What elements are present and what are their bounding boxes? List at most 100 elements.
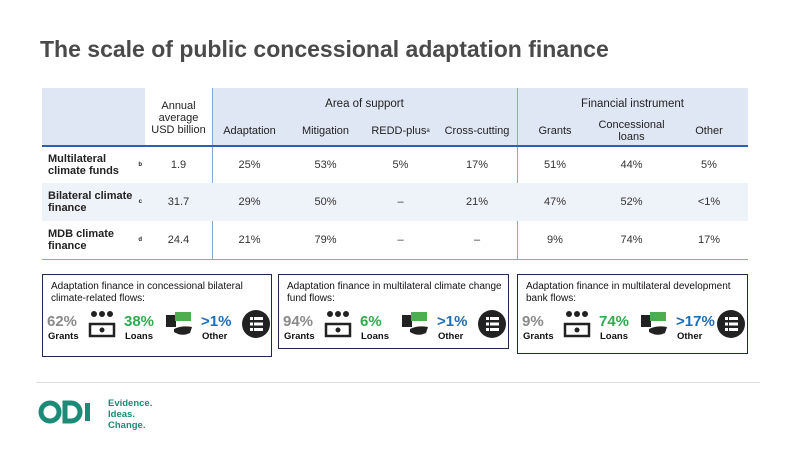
item-icon	[563, 311, 591, 338]
table-cell: 17%	[697, 234, 721, 246]
table-cell: –	[397, 196, 404, 208]
table-cell: 9%	[547, 234, 563, 246]
loans-icon-shape	[402, 312, 428, 335]
icon-part	[486, 322, 489, 326]
column-header: REDD-plus a	[364, 114, 437, 147]
item-value: 9%	[522, 313, 544, 330]
grants-icon-shape	[324, 311, 352, 338]
table-bottom-rule	[42, 259, 748, 260]
logo-d	[62, 400, 83, 424]
icon-part	[725, 322, 728, 326]
item-icon	[324, 311, 352, 338]
group-separator	[517, 88, 518, 260]
item-value: >1%	[201, 313, 232, 330]
icon-part	[402, 315, 412, 327]
item-icon	[166, 312, 192, 335]
item-label: Loans	[361, 331, 389, 342]
icon-part	[729, 317, 738, 320]
row-label-text: Multilateral climate funds	[48, 153, 119, 177]
item-value: 94%	[283, 313, 314, 330]
group-header: Financial instrument	[581, 98, 684, 110]
icon-part	[649, 326, 667, 335]
table-cell: 1.9	[170, 159, 187, 171]
item-value: 6%	[360, 313, 382, 330]
icon-part	[574, 311, 580, 317]
annual-header: Annual average USD billion	[145, 88, 212, 147]
table-cell: 79%	[314, 234, 337, 246]
row-label-text: Bilateral climate finance	[48, 190, 133, 214]
icon-part	[566, 311, 572, 317]
icon-part	[410, 326, 428, 335]
icon-part	[175, 312, 191, 321]
item-label: Loans	[125, 331, 153, 342]
column-header-text: Cross-cutting	[444, 124, 510, 137]
other-icon-shape	[717, 310, 745, 338]
icon-part	[254, 317, 263, 320]
tagline-line: Change.	[108, 420, 146, 431]
icon-part	[250, 328, 253, 331]
column-header-text: Concessional loans	[598, 118, 665, 143]
icon-part	[729, 322, 738, 326]
loans-icon-shape	[641, 312, 667, 335]
icon-part	[490, 317, 499, 320]
table-cell: 21%	[238, 234, 261, 246]
other-icon-shape	[478, 310, 506, 338]
slide-title: The scale of public concessional adaptat…	[40, 36, 609, 62]
logo-tagline: Evidence. Ideas. Change.	[108, 398, 152, 431]
item-value: 38%	[124, 313, 155, 330]
icon-part	[725, 328, 728, 331]
icon-part	[166, 315, 176, 327]
item-label: Other	[677, 331, 703, 342]
item-label: Loans	[600, 331, 628, 342]
icon-part	[641, 315, 651, 327]
box-title: Adaptation finance in concessional bilat…	[51, 281, 243, 304]
table-cell: 47%	[543, 196, 567, 208]
item-value: 62%	[47, 313, 78, 330]
column-header: Mitigation	[287, 114, 364, 147]
icon-part	[107, 311, 113, 317]
row-label-text: MDB climate finance	[48, 228, 115, 252]
table-cell: 52%	[620, 196, 643, 208]
table-cell: 50%	[314, 196, 337, 208]
table-cell: 29%	[238, 196, 261, 208]
table: Annual average USD billion Area of suppor…	[42, 88, 748, 260]
table-cell: <1%	[697, 196, 721, 208]
table-cell: 24.4	[167, 234, 190, 246]
icon-part	[254, 328, 263, 331]
item-label: Grants	[523, 331, 554, 342]
icon-part	[99, 311, 105, 317]
group-header: Area of support	[325, 98, 404, 110]
table-cell: 31.7	[167, 196, 190, 208]
icon-part	[486, 317, 489, 320]
icon-part	[490, 322, 499, 326]
table-cell: 44%	[620, 159, 643, 171]
other-icon-shape	[242, 310, 270, 338]
item-icon	[402, 312, 428, 335]
column-header-text: Mitigation	[301, 124, 350, 137]
column-header: Other	[670, 114, 748, 147]
footnote-mark: c	[138, 199, 142, 205]
item-value: >1%	[437, 313, 468, 330]
icon-part	[324, 322, 352, 338]
footnote-mark: b	[138, 162, 142, 168]
item-value: 74%	[599, 313, 630, 330]
group-separator	[212, 88, 213, 260]
tagline-line: Evidence.	[108, 398, 153, 409]
icon-part	[563, 322, 591, 338]
icon-part	[250, 317, 253, 320]
row-bg	[42, 183, 748, 221]
icon-part	[174, 326, 192, 335]
icon-part	[343, 311, 349, 317]
row-label: Multilateral climate funds b	[42, 147, 145, 183]
row-label: MDB climate finance d	[42, 221, 145, 259]
logo-o	[38, 400, 62, 424]
item-label: Other	[202, 331, 228, 342]
column-header-text: REDD-plus	[371, 124, 427, 137]
item-label: Grants	[284, 331, 315, 342]
icon-part	[486, 328, 489, 331]
icon-part	[335, 327, 341, 333]
icon-part	[650, 312, 666, 321]
table-cell: 25%	[238, 159, 261, 171]
grants-icon-shape	[563, 311, 591, 338]
